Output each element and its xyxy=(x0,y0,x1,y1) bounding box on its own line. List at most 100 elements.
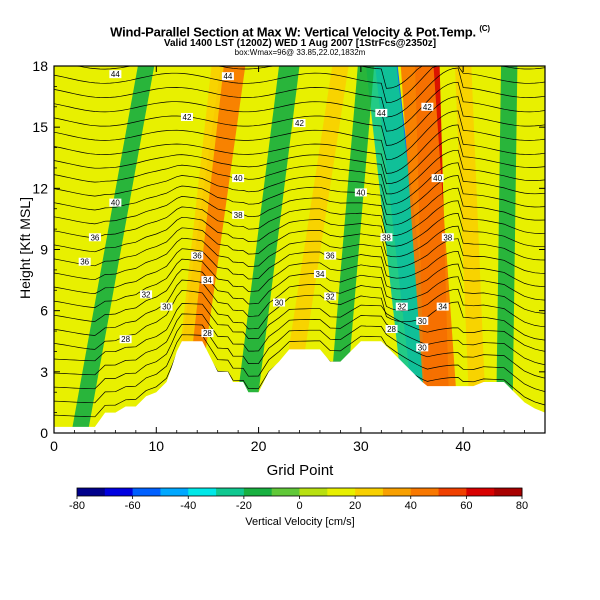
theta-contour-4 xyxy=(53,303,546,362)
theta-contour-10 xyxy=(53,237,546,281)
theta-contour-17 xyxy=(53,149,546,195)
theta-label-25: 28 xyxy=(201,329,214,338)
svg-text:34: 34 xyxy=(203,276,212,285)
colorbar-tick-label-0: -80 xyxy=(69,500,85,512)
theta-label-9: 40 xyxy=(431,174,444,183)
theta-contour-6 xyxy=(53,279,546,336)
theta-contour-11 xyxy=(53,225,546,267)
theta-contour-9 xyxy=(53,248,546,294)
svg-text:40: 40 xyxy=(356,188,365,197)
theta-contour-14 xyxy=(53,187,546,226)
x-tick-label-1: 10 xyxy=(149,438,165,454)
theta-contour-15 xyxy=(53,175,546,216)
velocity-band-4 xyxy=(365,66,438,433)
colorbar-swatch-2 xyxy=(132,488,161,496)
svg-text:44: 44 xyxy=(223,72,232,81)
colorbar-tick-label-6: 40 xyxy=(405,500,417,512)
theta-label-13: 38 xyxy=(441,233,454,242)
theta-label-4: 44 xyxy=(375,108,388,118)
theta-contour-8 xyxy=(53,258,546,308)
colorbar-tick-label-7: 60 xyxy=(460,500,472,512)
theta-contour-2 xyxy=(53,323,546,390)
svg-text:28: 28 xyxy=(203,329,212,338)
theta-contour-21 xyxy=(53,96,546,146)
x-tick-label-0: 0 xyxy=(50,438,58,454)
colorbar-swatch-1 xyxy=(104,488,134,496)
theta-label-24: 34 xyxy=(436,302,449,312)
terrain xyxy=(54,341,545,433)
svg-text:32: 32 xyxy=(397,303,406,312)
svg-text:36: 36 xyxy=(90,233,99,242)
svg-text:40: 40 xyxy=(111,199,120,208)
theta-label-0: 44 xyxy=(109,70,122,79)
x-tick-label-3: 30 xyxy=(353,438,369,454)
x-tick-label-2: 20 xyxy=(251,438,267,454)
colorbar-swatch-15 xyxy=(494,488,523,496)
colorbar-swatch-0 xyxy=(77,488,106,496)
y-tick-label-5: 15 xyxy=(32,119,48,135)
theta-contour-5 xyxy=(53,290,546,350)
colorbar-tick-label-3: -20 xyxy=(236,500,252,512)
velocity-band-10 xyxy=(327,66,375,433)
theta-contour-20 xyxy=(53,110,546,161)
y-tick-label-2: 6 xyxy=(40,303,48,319)
colorbar-tick-label-4: 0 xyxy=(296,500,302,512)
colorbar-swatch-7 xyxy=(271,488,300,496)
colorbar-label: Vertical Velocity [cm/s] xyxy=(245,516,355,528)
theta-label-20: 32 xyxy=(324,292,337,301)
svg-text:36: 36 xyxy=(80,258,89,267)
theta-label-5: 42 xyxy=(421,102,434,112)
theta-label-7: 40 xyxy=(109,198,122,208)
theta-label-18: 34 xyxy=(313,269,326,279)
y-tick-label-3: 9 xyxy=(40,242,48,258)
y-tick-label-1: 3 xyxy=(40,364,48,380)
colorbar-swatch-5 xyxy=(216,488,245,496)
theta-label-16: 36 xyxy=(324,251,337,261)
svg-text:42: 42 xyxy=(423,103,432,112)
theta-contour-12 xyxy=(53,213,545,253)
colorbar-swatch-3 xyxy=(160,488,189,496)
velocity-band-1 xyxy=(170,66,224,433)
x-tick-label-4: 40 xyxy=(455,438,471,454)
colorbar-tick-label-8: 80 xyxy=(516,500,528,512)
colorbar-swatch-10 xyxy=(355,488,384,496)
svg-text:30: 30 xyxy=(418,343,427,352)
theta-label-2: 42 xyxy=(180,112,193,122)
svg-text:30: 30 xyxy=(275,299,284,308)
y-tick-label-6: 18 xyxy=(32,58,48,74)
theta-contour-13 xyxy=(53,200,546,239)
velocity-band-7 xyxy=(454,66,487,433)
chart-subtitle: Valid 1400 LST (1200Z) WED 1 Aug 2007 [1… xyxy=(163,38,437,49)
svg-text:32: 32 xyxy=(142,290,151,299)
theta-label-27: 30 xyxy=(416,316,429,326)
svg-text:44: 44 xyxy=(377,109,386,118)
theta-contour-24 xyxy=(53,65,546,104)
theta-label-26: 28 xyxy=(385,325,398,334)
svg-text:34: 34 xyxy=(438,303,447,312)
theta-label-29: 30 xyxy=(416,343,429,352)
theta-contour-1 xyxy=(53,334,546,404)
theta-contour-18 xyxy=(53,137,546,185)
colorbar-tick-label-1: -60 xyxy=(125,500,141,512)
theta-label-28: 28 xyxy=(119,335,132,344)
theta-label-21: 30 xyxy=(160,302,173,312)
svg-text:38: 38 xyxy=(443,233,452,242)
svg-text:28: 28 xyxy=(121,335,130,344)
theta-label-3: 42 xyxy=(293,119,306,128)
svg-text:28: 28 xyxy=(387,325,396,334)
theta-label-10: 38 xyxy=(232,210,245,220)
theta-label-6: 40 xyxy=(232,174,245,183)
svg-text:36: 36 xyxy=(193,252,202,261)
chart-title: Wind-Parallel Section at Max W: Vertical… xyxy=(0,24,600,39)
chart-subtitle-2: box:Wmax=96@ 33.85,22.02,1832m xyxy=(234,48,366,57)
theta-contour-16 xyxy=(53,162,546,205)
y-tick-label-4: 12 xyxy=(32,180,48,196)
svg-text:32: 32 xyxy=(326,292,335,301)
theta-label-11: 36 xyxy=(88,233,101,242)
theta-label-17: 34 xyxy=(201,276,214,285)
svg-text:44: 44 xyxy=(111,70,120,79)
x-axis-label: Grid Point xyxy=(266,462,334,479)
title-mark: (C) xyxy=(479,24,490,33)
theta-label-8: 40 xyxy=(354,188,367,197)
